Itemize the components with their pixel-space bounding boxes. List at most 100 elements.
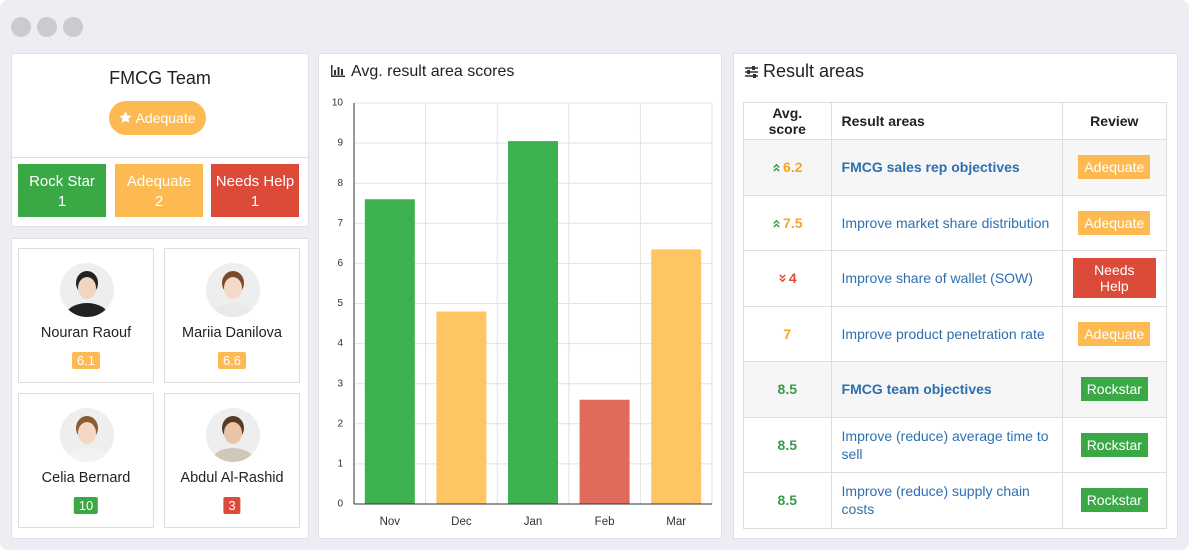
y-tick-label: 5 xyxy=(337,298,343,309)
table-row: 8.5 Improve (reduce) average time to sell… xyxy=(743,416,1168,473)
person-score: 6.1 xyxy=(71,352,101,369)
area-link[interactable]: Improve share of wallet (SOW) xyxy=(841,270,1033,287)
count-box[interactable]: Rock Star 1 xyxy=(18,164,106,217)
score-value: 6.2 xyxy=(783,159,803,176)
bar xyxy=(579,399,630,504)
chart-panel: Avg. result area scores 0 1 2 3 4 5 6 7 8 9 10 Nov D… xyxy=(318,53,722,539)
score-cell: 7 xyxy=(743,305,832,362)
y-tick-label: 4 xyxy=(337,338,343,349)
y-tick-label: 1 xyxy=(337,459,343,470)
avatar xyxy=(60,263,114,317)
review-badge: Rockstar xyxy=(1080,377,1148,402)
avatar xyxy=(60,408,114,462)
avatar xyxy=(206,263,260,317)
review-cell: Rockstar xyxy=(1061,361,1168,418)
avatar xyxy=(206,408,260,462)
table-title: Result areas xyxy=(763,61,865,81)
review-cell: Adequate xyxy=(1061,139,1168,196)
review-badge: Rockstar xyxy=(1080,432,1148,457)
score-cell: 7.5 xyxy=(743,194,832,251)
review-cell: Rockstar xyxy=(1061,416,1168,473)
trend-icon xyxy=(773,164,780,172)
bar xyxy=(364,199,415,505)
review-badge: Needs Help xyxy=(1072,258,1156,299)
star-icon xyxy=(119,111,132,123)
area-link[interactable]: FMCG sales rep objectives xyxy=(841,159,1020,176)
person-name: Abdul Al-Rashid xyxy=(180,470,284,486)
person-card[interactable]: Nouran Raouf 6.1 xyxy=(18,248,154,383)
table-row: 6.2 FMCG sales rep objectives Adequate xyxy=(743,139,1168,196)
area-cell: Improve share of wallet (SOW) xyxy=(830,250,1063,307)
team-status-label: Adequate xyxy=(135,110,196,126)
column-header: Result areas xyxy=(830,102,1063,140)
y-tick-label: 8 xyxy=(337,178,343,189)
y-tick-label: 6 xyxy=(337,258,343,269)
score-value: 8.5 xyxy=(777,492,797,509)
area-link[interactable]: Improve (reduce) average time to sell xyxy=(841,427,1049,462)
count-value: 1 xyxy=(57,193,67,210)
area-cell: FMCG team objectives xyxy=(830,361,1063,418)
window-dot xyxy=(11,17,31,37)
people-panel: Nouran Raouf 6.1 Mariia Danilova 6.6 Celia B… xyxy=(11,238,309,539)
column-header: Review xyxy=(1061,102,1168,140)
team-status[interactable]: Adequate xyxy=(109,101,206,135)
header-row: Avg. score Result areas Review xyxy=(743,102,1168,140)
review-cell: Adequate xyxy=(1061,194,1168,251)
result-table: Avg. score Result areas Review 6.2 FMCG sal… xyxy=(743,102,1168,529)
chart-icon xyxy=(331,65,345,77)
count-value: 2 xyxy=(154,193,164,210)
y-tick-label: 2 xyxy=(337,418,343,429)
score-value: 7.5 xyxy=(783,214,803,231)
y-tick-label: 10 xyxy=(332,98,344,109)
x-tick-label: Mar xyxy=(666,516,686,528)
count-box[interactable]: Needs Help 1 xyxy=(211,164,299,217)
bar xyxy=(508,141,558,504)
y-tick-label: 9 xyxy=(337,138,343,149)
bar xyxy=(651,249,702,504)
sliders-icon xyxy=(745,66,758,78)
window-dot xyxy=(63,17,83,37)
trend-icon xyxy=(779,274,786,283)
score-value: 4 xyxy=(788,270,797,287)
area-cell: Improve product penetration rate xyxy=(830,305,1063,362)
y-tick-label: 0 xyxy=(337,499,343,510)
table-row: 7.5 Improve market share distribution Adeq… xyxy=(743,194,1168,251)
area-link[interactable]: Improve market share distribution xyxy=(841,214,1050,231)
x-tick-label: Feb xyxy=(595,516,615,528)
table-row: 4 Improve share of wallet (SOW) Needs Help xyxy=(743,250,1168,307)
area-link[interactable]: FMCG team objectives xyxy=(841,381,992,398)
score-value: 8.5 xyxy=(777,381,797,398)
trend-icon xyxy=(773,219,780,228)
window-dot xyxy=(37,17,57,37)
x-tick-label: Jan xyxy=(524,516,543,528)
score-cell: 6.2 xyxy=(743,139,832,196)
score-cell: 4 xyxy=(743,250,832,307)
area-cell: Improve (reduce) average time to sell xyxy=(830,416,1063,473)
bar xyxy=(436,311,487,504)
person-score: 3 xyxy=(223,497,241,514)
chart: Avg. result area scores 0 1 2 3 4 5 6 7 8 9 10 Nov D… xyxy=(331,63,713,528)
person-card[interactable]: Abdul Al-Rashid 3 xyxy=(164,393,300,528)
count-box[interactable]: Adequate 2 xyxy=(115,164,203,217)
score-cell: 8.5 xyxy=(743,472,832,529)
score-value: 8.5 xyxy=(777,436,797,453)
column-header: Avg. score xyxy=(743,102,832,140)
review-cell: Adequate xyxy=(1061,305,1168,362)
y-tick-label: 3 xyxy=(337,378,343,389)
area-cell: Improve market share distribution xyxy=(830,194,1063,251)
count-label: Needs Help xyxy=(215,173,295,190)
table-row: 7 Improve product penetration rate Adequat… xyxy=(743,305,1168,362)
person-score: 10 xyxy=(73,497,99,514)
area-cell: FMCG sales rep objectives xyxy=(830,139,1063,196)
review-cell: Needs Help xyxy=(1061,250,1168,307)
area-link[interactable]: Improve (reduce) supply chain costs xyxy=(841,483,1030,518)
table-row: 8.5 FMCG team objectives Rockstar xyxy=(743,361,1168,418)
person-card[interactable]: Mariia Danilova 6.6 xyxy=(164,248,300,383)
count-label: Adequate xyxy=(126,173,192,190)
area-cell: Improve (reduce) supply chain costs xyxy=(830,472,1063,529)
person-card[interactable]: Celia Bernard 10 xyxy=(18,393,154,528)
x-tick-label: Dec xyxy=(451,516,472,528)
area-link[interactable]: Improve product penetration rate xyxy=(841,325,1045,342)
x-tick-label: Nov xyxy=(380,516,401,528)
